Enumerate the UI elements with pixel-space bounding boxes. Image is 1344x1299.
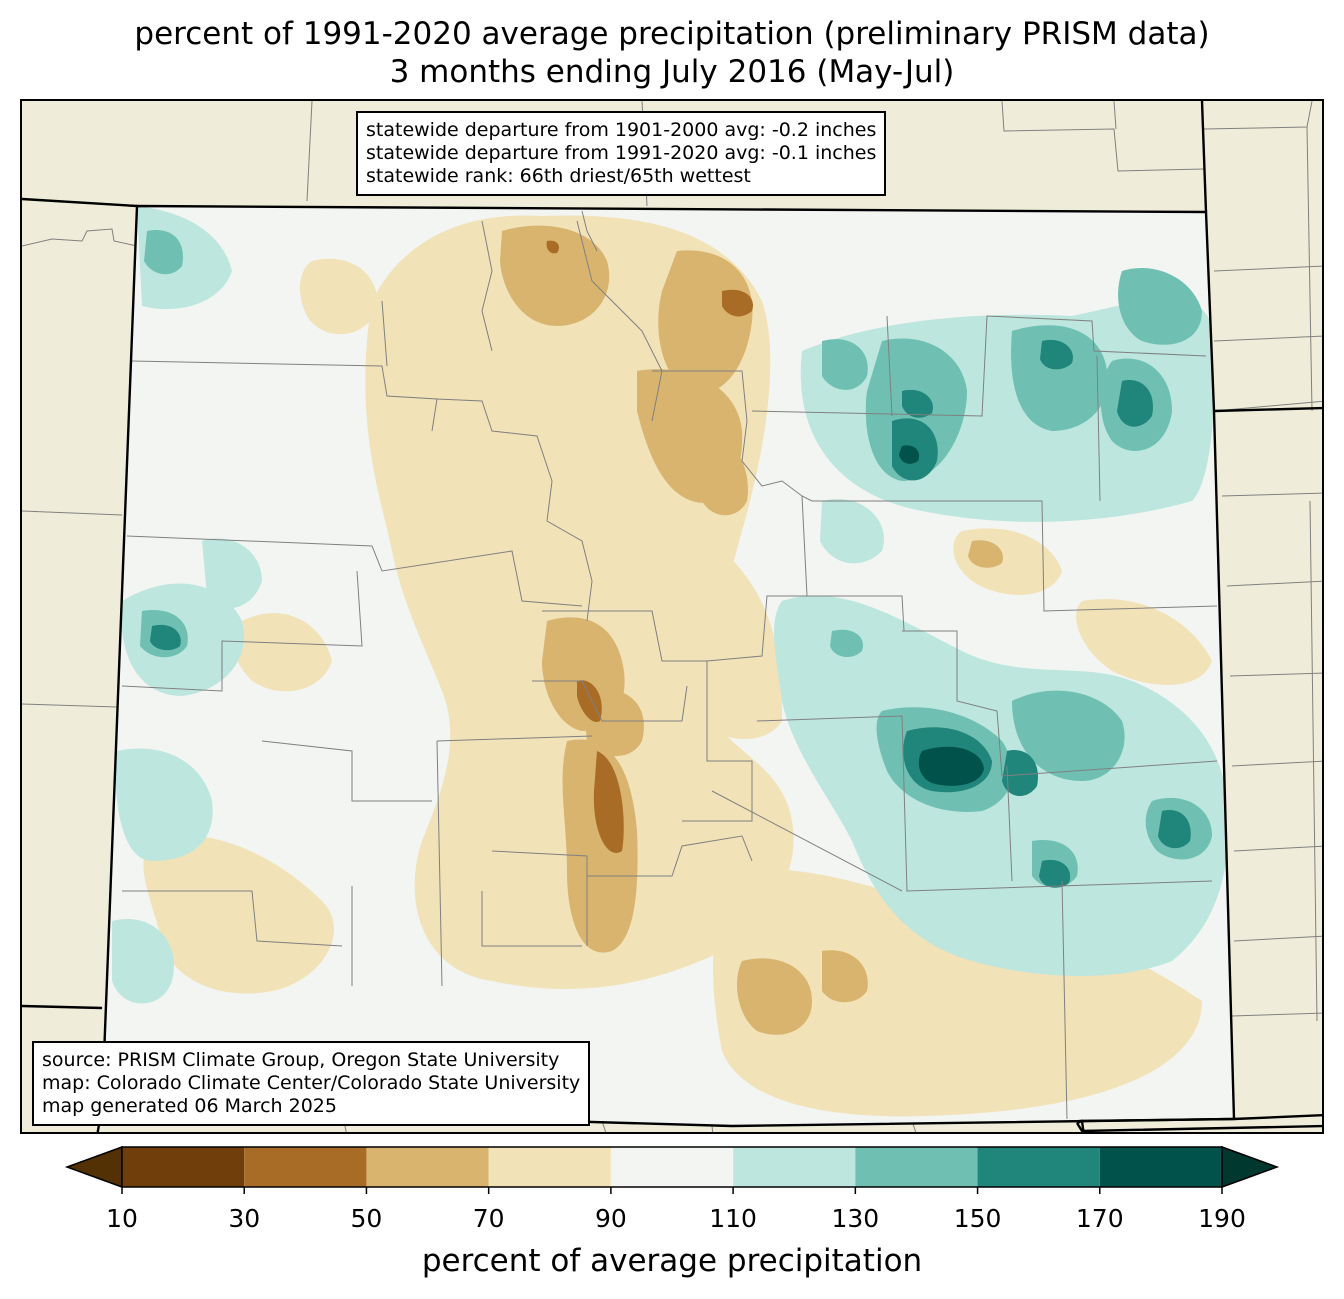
- map-canvas: [22, 101, 1322, 1132]
- credits-map: map: Colorado Climate Center/Colorado St…: [42, 1072, 581, 1094]
- colorbar-tick-label: 190: [1198, 1204, 1246, 1233]
- colorbar-bin-130-150: [855, 1147, 978, 1187]
- colorbar-bin-50-70: [366, 1147, 489, 1187]
- colorbar-bin-10-30: [122, 1147, 245, 1187]
- colorbar: [64, 1145, 1280, 1194]
- colorbar-under-arrow: [64, 1145, 123, 1189]
- map-title-line-2: 3 months ending July 2016 (May-Jul): [389, 54, 955, 90]
- credits-generated: map generated 06 March 2025: [42, 1095, 337, 1117]
- colorbar-tick-label: 90: [594, 1204, 627, 1233]
- colorbar-over-arrow: [1221, 1145, 1280, 1189]
- colorbar-tick-label: 10: [106, 1204, 138, 1233]
- colorbar-tick-label: 50: [350, 1204, 383, 1233]
- colorbar-frame: [121, 1146, 1223, 1188]
- precipitation-field: [102, 206, 1234, 1126]
- county-boundaries: [121, 210, 1218, 1120]
- map-title-line-1: percent of 1991-2020 average precipitati…: [134, 16, 1210, 52]
- colorbar-tick-label: 150: [953, 1204, 1002, 1233]
- colorbar-bin-170-190: [1099, 1147, 1222, 1187]
- stats-departure-1991-2020: statewide departure from 1991-2020 avg: …: [366, 142, 877, 164]
- colorbar-tick-label: 110: [709, 1204, 757, 1233]
- colorbar-bin-70-90: [488, 1147, 611, 1187]
- colorbar-title: percent of average precipitation: [421, 1243, 923, 1279]
- colorbar-bin-30-50: [244, 1147, 367, 1187]
- statewide-stats-box: statewide departure from 1901-2000 avg: …: [356, 111, 887, 196]
- wet-anomaly-areas: [112, 206, 1229, 1004]
- colorbar-bin-150-170: [977, 1147, 1100, 1187]
- credits-source: source: PRISM Climate Group, Oregon Stat…: [42, 1049, 560, 1071]
- colorbar-tick-label: 130: [831, 1204, 880, 1233]
- dry-anomaly-areas: [143, 215, 1212, 1117]
- colorbar-bin-110-130: [733, 1147, 856, 1187]
- credits-box: source: PRISM Climate Group, Oregon Stat…: [32, 1041, 591, 1126]
- colorbar-tick-label: 170: [1075, 1204, 1124, 1233]
- colorbar-tick-label: 30: [228, 1204, 261, 1233]
- precipitation-map: statewide departure from 1901-2000 avg: …: [20, 99, 1324, 1134]
- stats-departure-1901-2000: statewide departure from 1901-2000 avg: …: [366, 119, 877, 141]
- colorbar-tick-label: 70: [472, 1204, 505, 1233]
- stats-rank: statewide rank: 66th driest/65th wettest: [366, 165, 751, 187]
- colorbar-bin-90-110: [610, 1147, 734, 1187]
